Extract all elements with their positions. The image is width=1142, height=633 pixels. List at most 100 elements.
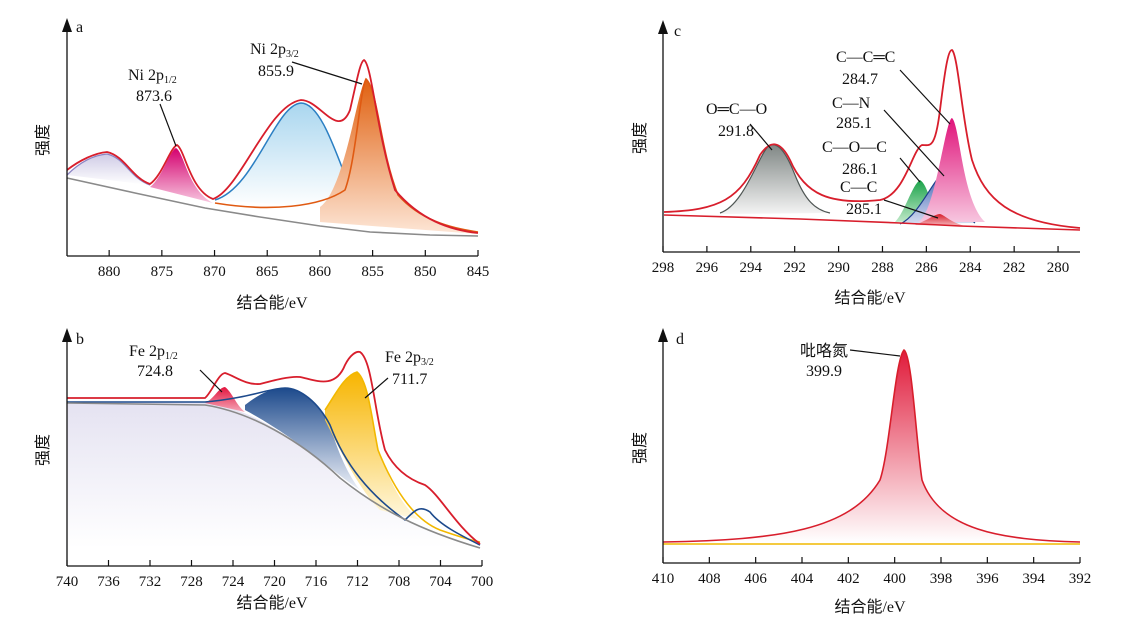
panel-a-label-ni2p12-value: 873.6 <box>136 88 172 105</box>
x-tick-label: 286 <box>915 260 938 276</box>
panel-a-xlabel: 结合能/eV <box>236 294 308 312</box>
panel-c-label-ccc: C—C═C <box>836 49 895 66</box>
x-tick-label: 396 <box>976 571 999 587</box>
panel-c-label-cc: C—C <box>840 179 877 196</box>
panel-c-ylabel: 强度 <box>631 122 649 154</box>
panel-c-label-cn: C—N <box>832 95 871 112</box>
x-tick-label: 402 <box>837 571 860 587</box>
panel-c-leader-coc <box>899 157 921 183</box>
panel-c-label-ocoo: O═C—O <box>706 101 767 118</box>
panel-c-ticks: 298 296 294 292 290 288 286 284 282 280 <box>652 246 1070 276</box>
x-tick-label: 845 <box>467 264 490 280</box>
panel-c: c 强度 结合能/eV 298 296 294 292 290 288 286 284 282 2… <box>631 20 1081 307</box>
panel-c-axes <box>662 28 1080 253</box>
x-tick-label: 708 <box>388 574 411 590</box>
panel-b-xlabel: 结合能/eV <box>236 594 308 612</box>
panel-a-ylabel: 强度 <box>34 124 52 156</box>
x-tick-label: 292 <box>783 260 806 276</box>
panel-c-peak-ocoo-fill <box>720 144 830 214</box>
panel-c-leader-cc <box>883 199 939 219</box>
panel-d-label-pyrrolic: 吡咯氮 <box>800 342 848 360</box>
panel-c-xlabel: 结合能/eV <box>834 289 906 307</box>
panel-d-label-pyrrolic-value: 399.9 <box>806 363 842 380</box>
x-tick-label: 298 <box>652 260 675 276</box>
panel-b-y-arrow <box>62 328 72 342</box>
x-tick-label: 875 <box>151 264 174 280</box>
x-tick-label: 736 <box>97 574 120 590</box>
panel-d: d 强度 结合能/eV 410 408 406 404 402 400 398 396 394 3… <box>631 328 1091 616</box>
x-tick-label: 865 <box>256 264 279 280</box>
x-tick-label: 404 <box>791 571 814 587</box>
panel-b-ticks: 740 736 732 728 724 720 716 712 708 704 700 <box>56 560 493 590</box>
x-tick-label: 712 <box>346 574 369 590</box>
panel-a-envelope <box>66 58 479 234</box>
panel-a-peak-880-line <box>66 153 151 186</box>
panel-b-label-fe2p32: Fe 2p3/2 <box>385 349 434 368</box>
panel-c-envelope <box>663 49 1081 229</box>
x-tick-label: 410 <box>652 571 675 587</box>
panel-c-leader-ocoo <box>749 123 773 151</box>
x-tick-label: 860 <box>309 264 332 280</box>
panel-d-ticks: 410 408 406 404 402 400 398 396 394 392 <box>652 557 1091 587</box>
panel-a-label-ni2p12: Ni 2p1/2 <box>128 67 177 86</box>
panel-a-peak-sat-line <box>214 102 349 201</box>
panel-b-background-line <box>66 402 481 549</box>
panel-c-label-ccc-value: 284.7 <box>842 71 878 88</box>
x-tick-label: 728 <box>180 574 203 590</box>
panel-a-peak-880-fill <box>67 154 150 185</box>
panel-c-label-coc: C—O—C <box>822 139 887 156</box>
panel-a-background-line <box>66 177 479 237</box>
panel-b-peak-fe2p32-line <box>324 371 481 543</box>
panel-b: b 强度 结合能/eV 740 736 732 728 724 720 716 712 708 7… <box>34 328 493 612</box>
x-tick-label: 290 <box>827 260 850 276</box>
panel-a-axes <box>66 26 478 257</box>
panel-c-background-line <box>663 214 1081 231</box>
panel-a-y-arrow <box>62 18 72 32</box>
x-tick-label: 880 <box>98 264 121 280</box>
panel-a-leader-ni2p12 <box>159 103 177 147</box>
panel-a: a 强度 结合能/eV 880 875 870 865 860 855 850 845 Ni … <box>34 18 489 312</box>
panel-a-leader-ni2p32 <box>291 61 363 85</box>
panel-b-leader-fe2p32 <box>364 377 389 399</box>
panel-a-label-ni2p32: Ni 2p3/2 <box>250 41 299 60</box>
x-tick-label: 855 <box>361 264 384 280</box>
x-tick-label: 724 <box>222 574 245 590</box>
panel-c-peak-cc-fill <box>915 214 965 226</box>
panel-d-y-arrow <box>658 328 668 342</box>
x-tick-label: 732 <box>139 574 162 590</box>
x-tick-label: 406 <box>744 571 767 587</box>
panel-b-bg-fill <box>67 402 480 548</box>
x-tick-label: 394 <box>1022 571 1045 587</box>
x-tick-label: 740 <box>56 574 79 590</box>
x-tick-label: 282 <box>1003 260 1026 276</box>
panel-b-label-fe2p32-value: 711.7 <box>392 371 427 388</box>
panel-c-y-arrow <box>658 20 668 34</box>
x-tick-label: 280 <box>1047 260 1070 276</box>
panel-c-peak-ccc-fill <box>918 118 985 222</box>
panel-b-letter: b <box>76 331 84 348</box>
panel-a-label-ni2p32-value: 855.9 <box>258 63 294 80</box>
panel-c-label-cn-value: 285.1 <box>836 115 872 132</box>
panel-a-letter: a <box>76 19 83 36</box>
panel-d-letter: d <box>676 331 684 348</box>
x-tick-label: 294 <box>740 260 763 276</box>
x-tick-label: 408 <box>698 571 721 587</box>
x-tick-label: 850 <box>414 264 437 280</box>
panel-c-peak-ocoo-line <box>719 144 831 214</box>
panel-c-letter: c <box>674 23 681 40</box>
panel-b-label-fe2p12: Fe 2p1/2 <box>129 343 178 362</box>
x-tick-label: 716 <box>305 574 328 590</box>
panel-b-leader-fe2p12 <box>199 369 223 393</box>
panel-d-peak-fill <box>663 350 1080 542</box>
panel-b-peak-sat-fill <box>245 388 360 490</box>
x-tick-label: 296 <box>696 260 719 276</box>
panel-a-ticks: 880 875 870 865 860 855 850 845 <box>98 250 489 280</box>
x-tick-label: 400 <box>883 571 906 587</box>
x-tick-label: 288 <box>871 260 894 276</box>
panel-b-envelope <box>67 350 481 545</box>
x-tick-label: 284 <box>959 260 982 276</box>
panel-a-peak-ni2p32-fill <box>320 79 478 234</box>
panel-a-peak-ni2p12-fill <box>150 148 213 203</box>
panel-c-label-cc-value: 285.1 <box>846 201 882 218</box>
